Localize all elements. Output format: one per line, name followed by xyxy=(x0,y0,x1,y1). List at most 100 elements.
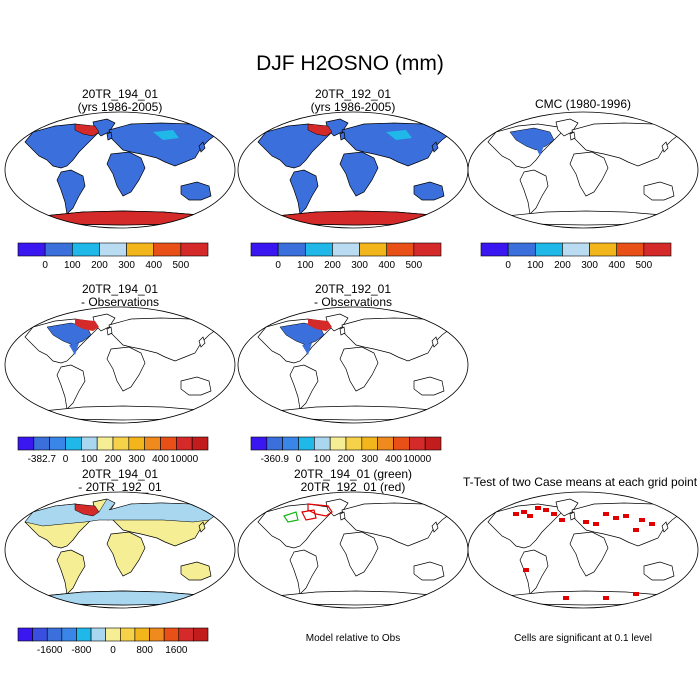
colorbar-swatch xyxy=(153,242,182,257)
snow-mid-region xyxy=(153,130,179,140)
colorbar-tick-label: -800 xyxy=(71,645,91,656)
colorbar-swatch xyxy=(643,242,672,257)
colorbar-swatch xyxy=(393,436,410,451)
colorbar-tick-label: 100 xyxy=(81,454,98,465)
australia-landmass xyxy=(413,181,445,201)
panel-case-difference: 20TR_194_01 - 20TR_192_01 -1600 -800 0 800 1… xyxy=(3,468,237,683)
colorbar-swatch xyxy=(377,436,394,451)
case2-contour xyxy=(301,509,317,521)
panel-title-line1: 20TR_194_01 xyxy=(81,467,159,481)
panel-title-line1: T-Test of two Case means at each grid po… xyxy=(462,475,698,489)
colorbar-swatch xyxy=(144,436,161,451)
colorbar-swatch xyxy=(178,627,194,642)
colorbar-tick-label: 10000 xyxy=(170,454,198,465)
significant-cell xyxy=(633,528,639,532)
significant-cell xyxy=(521,510,527,514)
colorbar-swatch xyxy=(44,242,73,257)
map xyxy=(237,111,469,229)
colorbar-tick-label: 400 xyxy=(385,454,402,465)
japan-landmass xyxy=(431,336,439,348)
colorbar-tick-label: 500 xyxy=(406,260,423,271)
colorbar-swatch xyxy=(329,436,347,451)
map-border xyxy=(4,306,236,424)
map xyxy=(237,491,469,609)
panel-title-line2: (yrs 1986-2005) xyxy=(310,100,396,114)
panel-observations: CMC (1980-1996) 0 100 200 300 400 500 xyxy=(466,88,700,303)
colorbar-tick-label: 300 xyxy=(581,260,598,271)
africa-landmass xyxy=(106,531,146,577)
significant-cell xyxy=(523,568,529,572)
namerica-landmass xyxy=(257,123,333,169)
colorbar-swatch xyxy=(250,242,279,257)
colorbar-tick-label: 0 xyxy=(110,645,116,656)
colorbar-swatch xyxy=(17,627,33,642)
significant-cell xyxy=(649,522,655,526)
panel-case2-minus-obs: 20TR_192_01 - Observations -360.9 0 100 200… xyxy=(236,283,470,498)
colorbar-swatch xyxy=(134,627,150,642)
panel-title-line1: 20TR_194_01 xyxy=(81,87,159,101)
colorbar-tick-label: 200 xyxy=(338,454,355,465)
snow-region xyxy=(536,146,544,156)
australia-landmass xyxy=(643,561,675,581)
japan-landmass xyxy=(431,141,439,153)
africa-landmass xyxy=(569,531,609,577)
map xyxy=(4,111,236,229)
significant-cell xyxy=(527,514,533,518)
colorbar-swatch xyxy=(589,242,618,257)
colorbar-swatch xyxy=(71,242,100,257)
colorbar-swatch xyxy=(105,627,121,642)
colorbar-tick-label: 300 xyxy=(351,260,368,271)
diff-region xyxy=(69,343,79,355)
colorbar: 0 100 200 300 400 500 xyxy=(17,242,209,271)
panel-title: CMC (1980-1996) xyxy=(466,98,700,111)
panel-title-line1: 20TR_192_01 xyxy=(314,282,392,296)
map-border xyxy=(467,111,699,229)
significant-cell xyxy=(639,518,645,522)
uk-landmass xyxy=(569,131,576,141)
greenland-landmass xyxy=(555,498,579,517)
significant-cell xyxy=(513,512,519,516)
snow-mid-region xyxy=(386,130,412,140)
colorbar-tick-label: 400 xyxy=(378,260,395,271)
colorbar-swatch xyxy=(314,436,331,451)
colorbar-swatch xyxy=(507,242,536,257)
colorbar-swatch xyxy=(298,436,315,451)
samerica-landmass xyxy=(56,169,86,215)
colorbar-tick-label: 200 xyxy=(554,260,571,271)
panel-title: 20TR_192_01 (yrs 1986-2005) xyxy=(236,88,470,114)
colorbar-tick-label: 200 xyxy=(324,260,341,271)
colorbar: 0 100 200 300 400 500 xyxy=(250,242,442,271)
significant-cell xyxy=(559,518,565,522)
map xyxy=(4,491,236,609)
case1-contour xyxy=(283,511,299,523)
colorbar-tick-label: 400 xyxy=(152,454,169,465)
colorbar-swatch xyxy=(96,436,114,451)
colorbar-swatch xyxy=(480,242,509,257)
snow-high-region xyxy=(307,123,333,137)
japan-landmass xyxy=(661,141,669,153)
panel-model-outline: 20TR_194_01 (green) 20TR_192_01 (red) Mo… xyxy=(236,468,470,683)
panel-title-line2: - Observations xyxy=(313,295,393,309)
significant-cell xyxy=(593,522,599,526)
diff-high-region xyxy=(75,319,99,331)
samerica-landmass xyxy=(289,549,319,595)
colorbar-tick-label: 0 xyxy=(296,454,302,465)
africa-landmass xyxy=(106,151,146,197)
panel-title: 20TR_194_01 - Observations xyxy=(3,283,237,309)
panel-title: T-Test of two Case means at each grid po… xyxy=(460,476,700,489)
colorbar-swatch xyxy=(81,436,98,451)
colorbar-tick-label: 100 xyxy=(297,260,314,271)
colorbar-swatch xyxy=(176,436,193,451)
uk-landmass xyxy=(106,131,113,141)
map xyxy=(237,306,469,424)
panel-title: 20TR_192_01 - Observations xyxy=(236,283,470,309)
panel-case1-mean: 20TR_194_01 (yrs 1986-2005) 0 100 200 300 40… xyxy=(3,88,237,303)
panel-ttest: T-Test of two Case means at each grid po… xyxy=(463,468,700,683)
colorbar-swatch xyxy=(250,436,268,451)
panel-title-line1: 20TR_194_01 xyxy=(81,282,159,296)
diff-region xyxy=(302,343,312,355)
colorbar-tick-label: 200 xyxy=(105,454,122,465)
australia-landmass xyxy=(413,561,445,581)
map-border xyxy=(4,111,236,229)
panel-note: Model relative to Obs xyxy=(305,633,401,644)
